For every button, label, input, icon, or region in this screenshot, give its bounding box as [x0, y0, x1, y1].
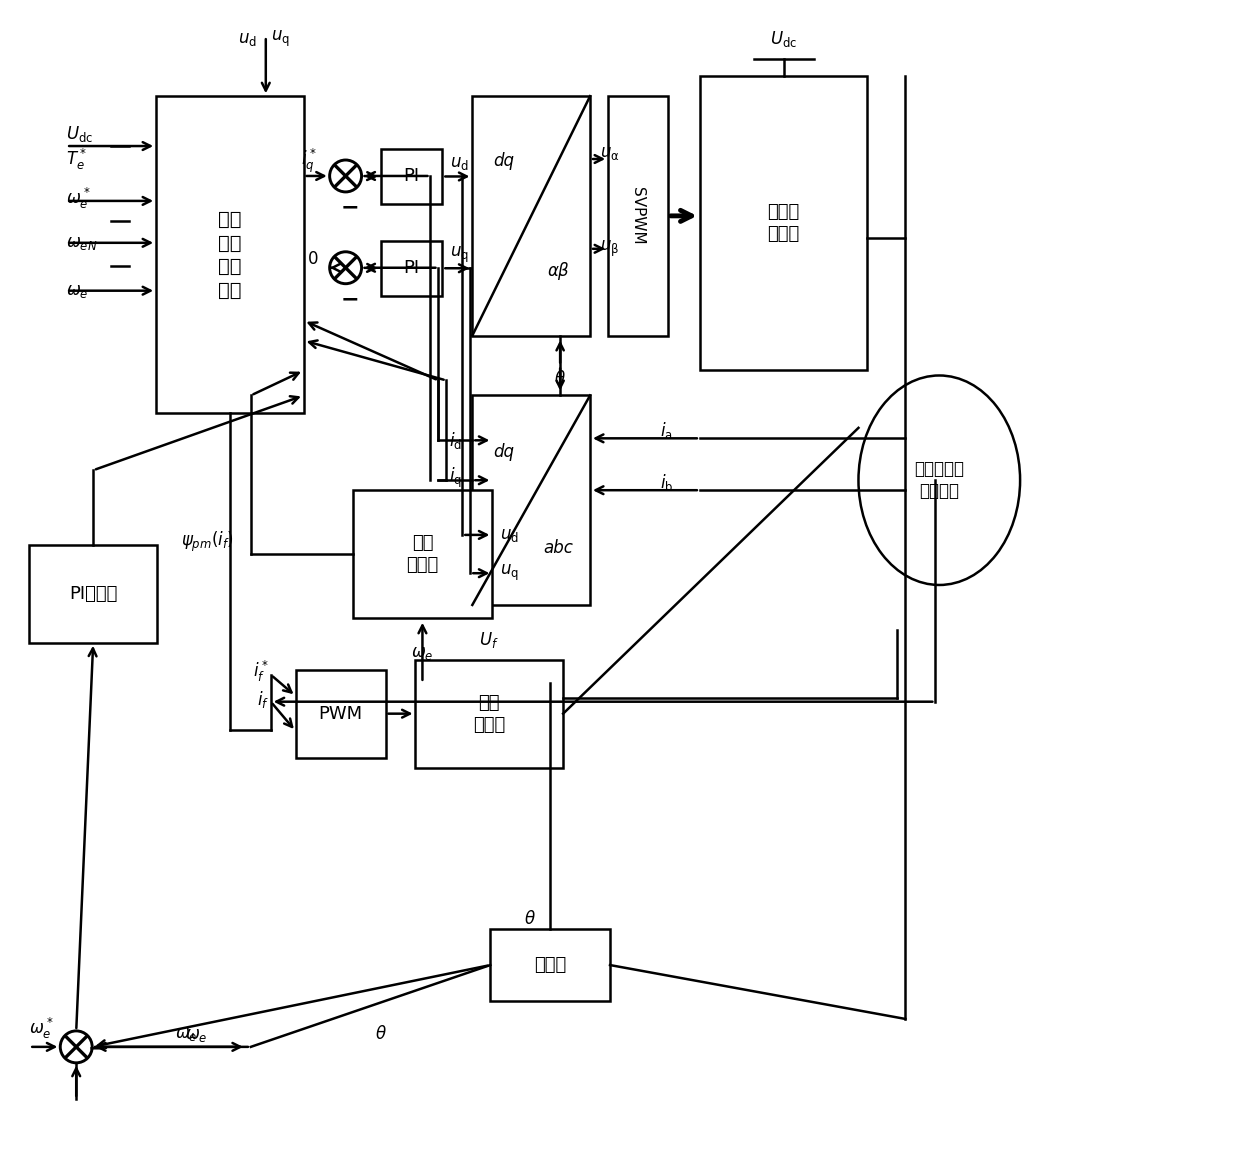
Text: 定子永磁型
记忆电机: 定子永磁型 记忆电机: [915, 460, 964, 501]
Bar: [473, 396, 591, 605]
Text: $\theta$: $\theta$: [555, 371, 566, 388]
Text: −: −: [340, 290, 359, 310]
Text: $i_\mathrm{b}$: $i_\mathrm{b}$: [660, 472, 673, 493]
Text: dq: dq: [494, 152, 515, 170]
Text: $\psi_{pm}(i_f)$: $\psi_{pm}(i_f)$: [181, 529, 234, 554]
Bar: [699, 76, 868, 371]
Ellipse shape: [858, 375, 1020, 585]
Text: $0$: $0$: [307, 250, 318, 268]
Text: $\omega_e^*$: $\omega_e^*$: [67, 186, 90, 212]
Text: −: −: [340, 198, 359, 218]
Text: PI: PI: [404, 259, 420, 277]
Bar: [380, 148, 442, 204]
Text: $i_f^*$: $i_f^*$: [253, 660, 269, 685]
Text: 磁链
观测器: 磁链 观测器: [406, 534, 438, 574]
Circle shape: [329, 252, 361, 283]
Bar: [416, 660, 563, 768]
Text: dq: dq: [494, 443, 515, 462]
Bar: [30, 546, 157, 643]
Text: $U_f$: $U_f$: [479, 630, 499, 650]
Text: $u_\mathrm{q}$: $u_\mathrm{q}$: [271, 29, 290, 49]
Text: 编码器: 编码器: [534, 956, 566, 974]
Text: $u_\mathrm{d}$: $u_\mathrm{d}$: [451, 154, 469, 171]
Text: $U_\mathrm{dc}$: $U_\mathrm{dc}$: [770, 29, 797, 49]
Text: 电流
分配
控制
策略: 电流 分配 控制 策略: [218, 209, 241, 299]
Text: 调磁
变换器: 调磁 变换器: [473, 694, 505, 734]
Text: $\omega_e^*$: $\omega_e^*$: [30, 1016, 53, 1042]
Text: $i_\mathrm{q}$: $i_\mathrm{q}$: [449, 466, 462, 490]
Text: 主功率
变换器: 主功率 变换器: [768, 204, 800, 244]
Text: $i_f$: $i_f$: [256, 689, 269, 710]
Text: abc: abc: [543, 540, 573, 557]
Bar: [473, 97, 591, 336]
Circle shape: [329, 160, 361, 192]
Text: $u_\mathrm{\alpha}$: $u_\mathrm{\alpha}$: [600, 144, 620, 162]
Text: PI调节器: PI调节器: [69, 585, 118, 603]
Text: $u_\mathrm{q}$: $u_\mathrm{q}$: [500, 563, 519, 584]
Text: $i_\mathrm{a}$: $i_\mathrm{a}$: [660, 420, 672, 441]
Text: $u_\mathrm{d}$: $u_\mathrm{d}$: [500, 526, 519, 544]
Text: −: −: [88, 1039, 106, 1059]
Text: $u_\mathrm{q}$: $u_\mathrm{q}$: [451, 245, 469, 265]
Text: PWM: PWM: [318, 704, 363, 723]
Text: αβ: αβ: [547, 262, 569, 280]
Text: $\theta$: $\theta$: [375, 1024, 386, 1043]
Bar: [490, 929, 610, 1001]
Text: $u_\mathrm{\beta}$: $u_\mathrm{\beta}$: [600, 238, 619, 259]
Text: SVPWM: SVPWM: [630, 188, 645, 245]
Bar: [353, 490, 493, 618]
Bar: [296, 670, 385, 757]
Text: $\omega_{eN}$: $\omega_{eN}$: [67, 234, 98, 252]
Text: PI: PI: [404, 167, 420, 185]
Bar: [156, 97, 303, 413]
Circle shape: [61, 1031, 92, 1062]
Text: $\omega_e$: $\omega_e$: [411, 643, 433, 662]
Text: $i_\mathrm{d}$: $i_\mathrm{d}$: [449, 429, 462, 451]
Bar: [608, 97, 667, 336]
Text: $\theta$: $\theta$: [524, 910, 536, 928]
Text: $i_q^*$: $i_q^*$: [301, 147, 317, 175]
Text: $\omega_e$: $\omega_e$: [184, 1026, 207, 1044]
Text: $U_\mathrm{dc}$: $U_\mathrm{dc}$: [67, 124, 93, 144]
Text: $T_e^*$: $T_e^*$: [67, 146, 88, 171]
Bar: [380, 241, 442, 296]
Text: $\omega_e$: $\omega_e$: [67, 282, 89, 299]
Text: $\omega_e$: $\omega_e$: [175, 1024, 197, 1043]
Text: $u_\mathrm{d}$: $u_\mathrm{d}$: [239, 30, 258, 48]
